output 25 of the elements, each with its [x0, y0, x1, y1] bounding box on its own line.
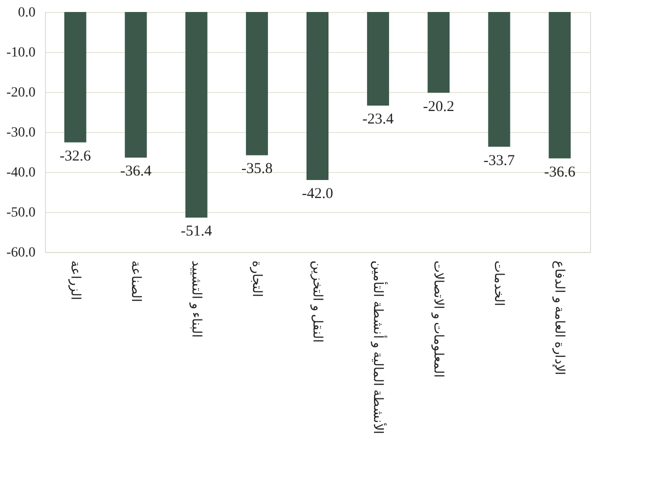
x-tick-label: المعلومات و الاتصالات: [430, 260, 447, 378]
y-tick-label: -40.0: [6, 166, 36, 180]
x-tick-label: النقل و التخزين: [310, 260, 326, 343]
data-label: -36.4: [120, 164, 152, 180]
x-tick-label: الإدارة العامة و الدفاع: [552, 260, 568, 376]
y-tick-label: -10.0: [6, 46, 36, 60]
x-tick-label: الزراعة: [67, 260, 84, 300]
data-label: -33.7: [484, 152, 516, 169]
data-label: -36.6: [544, 164, 576, 180]
y-tick-label: 0.0: [18, 6, 36, 20]
data-label: -35.8: [241, 161, 273, 178]
x-tick-label: الصناعة: [128, 260, 144, 302]
x-tick-label: البناء و التشييد: [188, 260, 204, 338]
y-tick-label: -50.0: [6, 206, 36, 220]
x-tick-label: التجارة: [248, 260, 265, 298]
x-tick-label: الأنشطة المالية و أنشطة التأمين: [370, 260, 388, 434]
data-label: -32.6: [60, 148, 92, 164]
y-tick-label: -30.0: [6, 126, 36, 140]
data-label: -20.2: [422, 98, 454, 115]
x-tick-label: الخدمات: [492, 260, 508, 306]
data-label: -42.0: [302, 186, 334, 202]
y-tick-label: -20.0: [6, 86, 36, 100]
data-label: -23.4: [362, 112, 394, 128]
data-label: -51.4: [180, 224, 213, 240]
y-tick-label: -60.0: [6, 246, 36, 260]
